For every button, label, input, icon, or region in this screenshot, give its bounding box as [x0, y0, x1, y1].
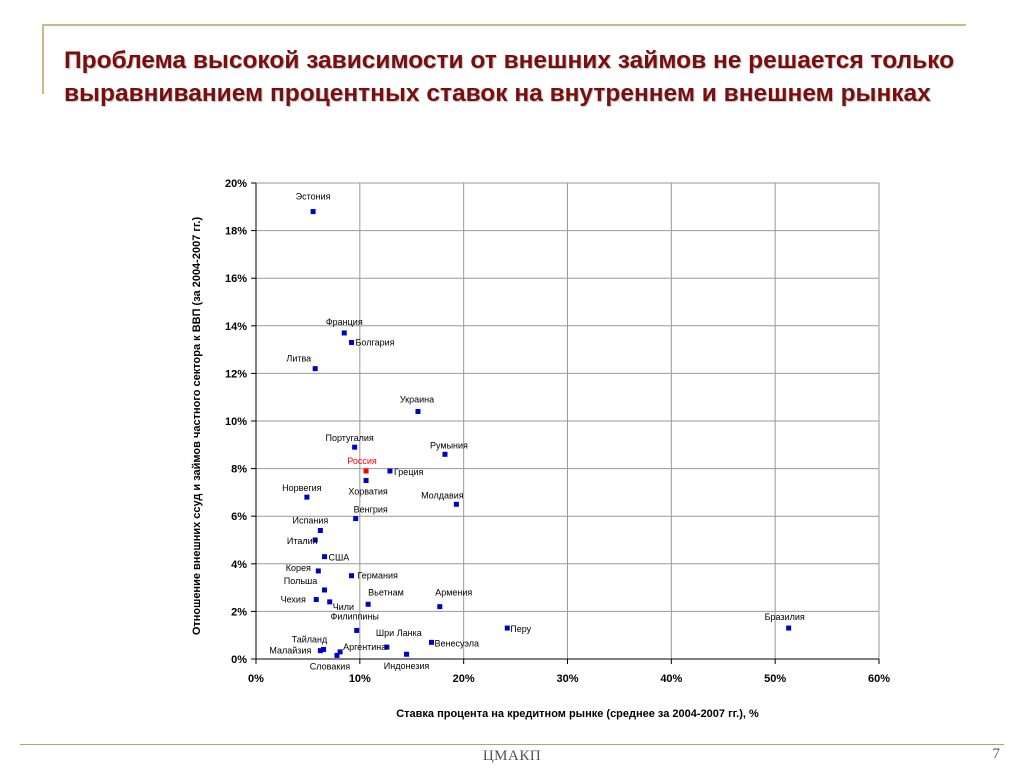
point-label: Литва [286, 354, 311, 364]
data-point [312, 537, 318, 543]
y-tick-label: 16% [225, 273, 247, 285]
point-label: Греция [394, 467, 424, 477]
point-label: Малайзия [269, 646, 311, 656]
x-tick-label: 0% [248, 673, 264, 685]
point-label: Эстония [296, 192, 331, 202]
data-point [437, 604, 443, 610]
x-tick-label: 30% [556, 673, 578, 685]
point-label: Венгрия [354, 505, 388, 515]
data-point [353, 516, 359, 522]
y-tick-label: 0% [231, 654, 247, 666]
point-label: Италия [287, 536, 318, 546]
point-label: Перу [510, 624, 531, 634]
data-point [387, 468, 393, 474]
point-label: Россия [347, 456, 377, 466]
x-tick-label: 40% [660, 673, 682, 685]
data-point [312, 366, 318, 372]
point-label: Вьетнам [368, 587, 404, 597]
footer-divider [20, 744, 1004, 745]
data-point [363, 468, 369, 474]
data-point [304, 494, 310, 500]
point-label: Испания [293, 515, 329, 525]
data-point [337, 649, 343, 655]
point-label: Аргентина [343, 642, 386, 652]
point-label: Филиппины [331, 611, 379, 621]
point-label: Болгария [356, 337, 395, 347]
data-point [322, 554, 328, 560]
point-label: Словакия [310, 661, 351, 671]
y-tick-label: 14% [225, 321, 247, 333]
data-point [442, 451, 448, 457]
y-tick-label: 8% [231, 464, 247, 476]
point-label: Украина [400, 394, 434, 404]
data-point [341, 330, 347, 336]
point-label: США [329, 553, 350, 563]
y-tick-label: 4% [231, 559, 247, 571]
point-label: Молдавия [421, 490, 464, 500]
data-point [354, 627, 360, 633]
point-label: Венесуэла [434, 638, 479, 648]
axes: 0% 2% 4% 6% 8% 10% 12% 14% 16% 18% 20% 0% 10% 20% 30% 4… [191, 178, 890, 720]
x-axis-title: Ставка процента на кредитном рынке (сред… [396, 708, 759, 720]
data-point [320, 646, 326, 652]
data-point [317, 527, 323, 533]
point-label: Тайланд [292, 634, 328, 644]
data-point [428, 639, 434, 645]
x-tick-label: 10% [349, 673, 371, 685]
title-accent-line [42, 24, 966, 26]
y-tick-label: 18% [225, 226, 247, 238]
point-label: Чехия [281, 595, 306, 605]
slide-title: Проблема высокой зависимости от внешних … [64, 47, 955, 107]
point-label: Бразилия [765, 612, 805, 622]
point-label: Франция [326, 317, 363, 327]
data-point [327, 599, 333, 605]
point-label: Португалия [326, 433, 374, 443]
data-point [384, 644, 390, 650]
y-tick-label: 10% [225, 416, 247, 428]
data-point [404, 651, 410, 657]
data-point [349, 339, 355, 345]
point-label: Шри Ланка [376, 628, 422, 638]
y-tick-label: 2% [231, 606, 247, 618]
data-point [334, 652, 340, 658]
title-accent-bar [42, 24, 44, 94]
data-points [304, 209, 792, 658]
data-point [322, 587, 328, 593]
y-tick-label: 20% [225, 178, 247, 190]
data-point [504, 625, 510, 631]
page-number: 7 [992, 746, 1001, 762]
x-tick-label: 60% [868, 673, 890, 685]
data-point [315, 568, 321, 574]
data-point [365, 601, 371, 607]
y-tick-label: 12% [225, 368, 247, 380]
data-point [317, 648, 323, 654]
y-tick-label: 6% [231, 511, 247, 523]
point-label: Корея [286, 563, 311, 573]
data-point [786, 625, 792, 631]
scatter-chart: 0% 2% 4% 6% 8% 10% 12% 14% 16% 18% 20% 0% 10% 20% 30% 4… [191, 178, 890, 720]
point-labels: Эстония Франция Болгария Литва Украина Португ… [269, 192, 804, 672]
data-point [363, 478, 369, 483]
point-label: Норвегия [282, 483, 322, 493]
x-tick-label: 20% [453, 673, 475, 685]
y-axis-title: Отношение внешних ссуд и займов частного… [191, 217, 203, 636]
point-label: Армения [435, 588, 472, 598]
point-label: Румыния [430, 440, 468, 450]
data-point [415, 408, 421, 414]
point-label: Индонезия [384, 661, 430, 671]
data-point [453, 501, 459, 507]
point-label: Чили [333, 602, 354, 612]
data-point [352, 444, 358, 450]
footer-org-name: ЦМАКП [482, 748, 542, 764]
data-point [349, 573, 355, 579]
point-label: Польша [284, 576, 317, 586]
x-tick-label: 50% [764, 673, 786, 685]
grid-lines [256, 182, 880, 659]
point-label: Хорватия [348, 487, 388, 497]
data-point [313, 597, 319, 602]
data-point [310, 209, 316, 215]
point-label: Германия [358, 571, 398, 581]
